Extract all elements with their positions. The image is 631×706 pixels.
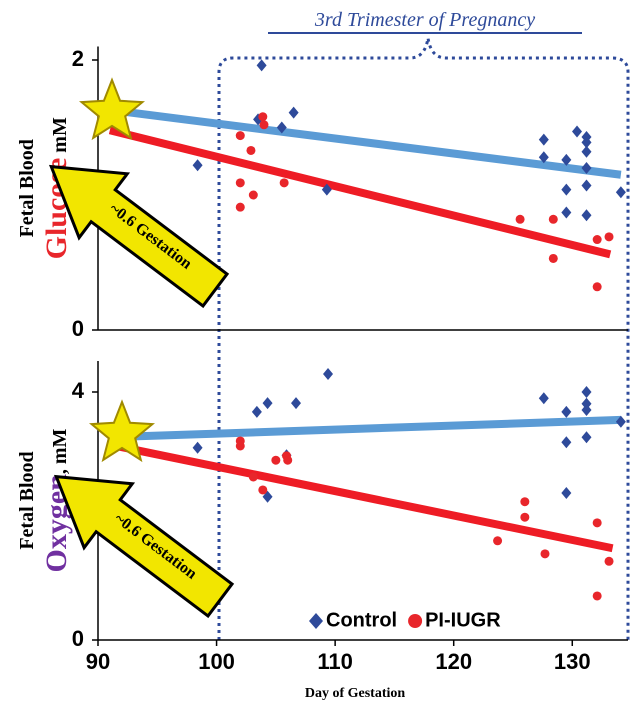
data-point xyxy=(258,112,268,122)
data-point xyxy=(581,209,592,222)
star xyxy=(78,77,146,141)
y-tick-label: 4 xyxy=(72,378,85,403)
legend-label: PI-IUGR xyxy=(425,609,501,631)
data-point xyxy=(520,497,530,507)
data-point xyxy=(515,214,525,224)
data-point xyxy=(572,125,583,138)
legend-marker xyxy=(309,613,323,629)
data-point xyxy=(561,487,572,500)
data-point xyxy=(592,591,602,601)
arrow-shape xyxy=(48,164,230,309)
data-point xyxy=(581,162,592,174)
x-tick-label: 120 xyxy=(435,649,472,674)
legend-label: Control xyxy=(326,609,397,631)
data-point xyxy=(192,441,203,454)
data-point xyxy=(248,190,258,200)
data-point xyxy=(283,455,293,465)
data-point xyxy=(581,145,592,158)
data-point xyxy=(581,136,592,149)
data-point xyxy=(581,403,592,416)
data-point xyxy=(548,253,558,263)
arrow-shape xyxy=(53,474,235,619)
data-point xyxy=(259,120,269,130)
data-point xyxy=(276,121,287,134)
data-point xyxy=(258,485,268,495)
y-tick-label: 0 xyxy=(72,626,84,651)
data-point xyxy=(604,232,614,242)
data-point xyxy=(256,59,267,72)
data-point xyxy=(291,397,302,410)
data-point xyxy=(538,151,549,164)
y-tick-label: 2 xyxy=(72,46,84,71)
y-label-unit: , mM xyxy=(49,428,71,474)
data-point xyxy=(604,556,614,566)
arrow xyxy=(48,164,230,309)
y-axis-label: Fetal Blood xyxy=(16,451,38,549)
data-point xyxy=(235,202,245,212)
trimester-bracket xyxy=(217,37,630,640)
data-point xyxy=(251,405,262,418)
data-point xyxy=(615,186,626,199)
x-tick-label: 110 xyxy=(317,649,353,674)
data-point xyxy=(592,518,602,528)
trend-line xyxy=(109,105,622,179)
data-point xyxy=(279,178,289,188)
trend-line xyxy=(109,440,614,553)
data-point xyxy=(561,206,572,219)
data-point xyxy=(493,536,503,546)
x-axis-label: Day of Gestation xyxy=(305,686,406,701)
y-tick-label: 0 xyxy=(72,316,84,341)
data-point xyxy=(615,415,626,428)
data-point xyxy=(540,549,550,559)
data-point xyxy=(548,214,558,224)
y-axis-label: Fetal Blood xyxy=(16,139,38,237)
y-label-unit: mM xyxy=(49,117,71,153)
data-point xyxy=(592,282,602,292)
data-point xyxy=(288,106,299,119)
x-tick-label: 90 xyxy=(86,649,110,674)
data-point xyxy=(538,392,549,405)
data-point xyxy=(581,179,592,192)
data-point xyxy=(561,153,572,166)
data-point xyxy=(262,397,273,410)
data-point xyxy=(520,512,530,522)
arrow xyxy=(53,474,235,619)
data-point xyxy=(235,131,245,141)
data-point xyxy=(538,133,549,146)
data-point xyxy=(235,178,245,188)
data-point xyxy=(192,159,203,172)
data-point xyxy=(561,436,572,449)
data-point xyxy=(592,235,602,245)
x-tick-label: 130 xyxy=(554,649,591,674)
data-point xyxy=(246,145,256,155)
data-point xyxy=(271,455,281,465)
data-point xyxy=(321,183,332,196)
trend-line xyxy=(109,415,622,442)
data-point xyxy=(235,441,245,451)
data-point xyxy=(323,368,334,381)
legend-marker xyxy=(408,614,423,628)
data-point xyxy=(581,397,592,410)
trend-line xyxy=(108,126,612,259)
data-point xyxy=(581,431,592,444)
data-point xyxy=(561,405,572,418)
x-tick-label: 100 xyxy=(198,649,235,674)
data-point xyxy=(248,472,258,482)
data-point xyxy=(561,183,572,196)
data-point xyxy=(581,386,592,398)
star xyxy=(88,399,156,463)
trimester-annotation: 3rd Trimester of Pregnancy xyxy=(314,9,535,31)
